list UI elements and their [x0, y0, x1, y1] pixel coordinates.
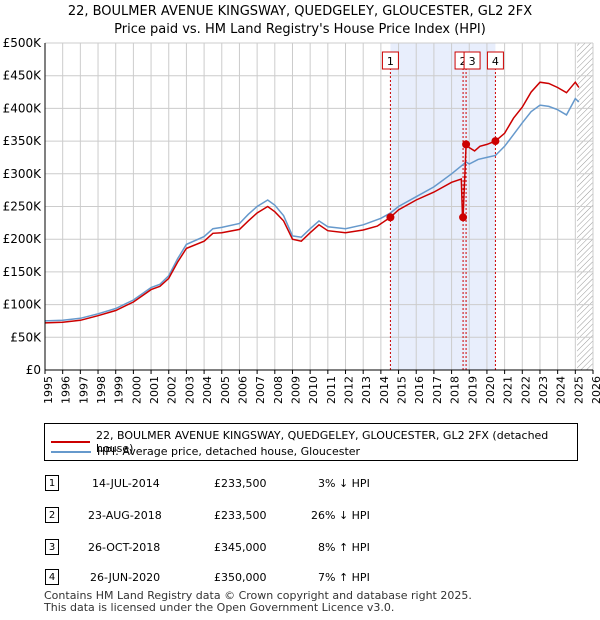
- transaction-date: 26-OCT-2018: [88, 541, 161, 554]
- footer-copyright: Contains HM Land Registry data © Crown c…: [44, 589, 472, 602]
- x-tick-label: 1998: [95, 376, 108, 404]
- transaction-hpi: 3% ↓ HPI: [318, 477, 370, 490]
- property-legend-label: 22, BOULMER AVENUE KINGSWAY, QUEDGELEY, …: [96, 429, 549, 455]
- x-tick-label: 1995: [42, 376, 55, 404]
- x-tick-label: 2015: [396, 376, 409, 404]
- transaction-label-box: [463, 51, 481, 70]
- transaction-date: 23-AUG-2018: [88, 509, 162, 522]
- transaction-label: 1: [387, 55, 394, 68]
- transaction-date: 14-JUL-2014: [92, 477, 160, 490]
- transaction-number: 4: [45, 569, 59, 585]
- x-tick-label: 2019: [466, 376, 479, 404]
- x-tick-label: 2010: [307, 376, 320, 404]
- transaction-marker: [491, 137, 500, 146]
- x-tick-label: 2018: [449, 376, 462, 404]
- x-tick-label: 2002: [166, 376, 179, 404]
- x-tick-label: 2008: [272, 376, 285, 404]
- y-tick-label: £100K: [3, 298, 43, 312]
- transaction-date: 26-JUN-2020: [90, 571, 161, 584]
- transaction-number: 2: [45, 507, 59, 523]
- transaction-row: 1 14-JUL-2014 £233,500 3% ↓ HPI: [0, 474, 600, 494]
- y-tick-label: £200K: [3, 232, 43, 246]
- y-tick-label: £350K: [3, 134, 43, 148]
- transaction-row: 4 26-JUN-2020 £350,000 7% ↑ HPI: [0, 568, 600, 588]
- x-tick-label: 2011: [325, 376, 338, 404]
- transaction-price: £233,500: [214, 509, 267, 522]
- x-tick-label: 2007: [254, 376, 267, 404]
- x-tick-label: 2014: [378, 376, 391, 404]
- transaction-hpi: 8% ↑ HPI: [318, 541, 370, 554]
- transaction-price: £350,000: [214, 571, 267, 584]
- transaction-label: 2: [460, 55, 467, 68]
- x-tick-label: 2025: [572, 376, 585, 404]
- x-tick-label: 2017: [431, 376, 444, 404]
- transaction-number: 1: [45, 475, 59, 491]
- footer-license: This data is licensed under the Open Gov…: [44, 601, 395, 614]
- x-tick-label: 2005: [219, 376, 232, 404]
- x-tick-label: 2023: [537, 376, 550, 404]
- transaction-price: £345,000: [214, 541, 267, 554]
- x-tick-label: 1997: [77, 376, 90, 404]
- transaction-row: 3 26-OCT-2018 £345,000 8% ↑ HPI: [0, 538, 600, 558]
- property-series-line: [44, 80, 580, 324]
- x-tick-label: 2026: [590, 376, 600, 404]
- transaction-row: 2 23-AUG-2018 £233,500 26% ↓ HPI: [0, 506, 600, 526]
- transaction-label: 4: [492, 55, 499, 68]
- hpi-series-line: [44, 97, 580, 322]
- x-tick-label: 1996: [60, 376, 73, 404]
- x-tick-label: 2020: [484, 376, 497, 404]
- hpi-legend-label: HPI: Average price, detached house, Glou…: [97, 445, 361, 458]
- x-tick-label: 2001: [148, 376, 161, 404]
- property-legend-swatch: [51, 441, 90, 443]
- x-tick-label: 2006: [236, 376, 249, 404]
- y-tick-label: £300K: [3, 167, 43, 181]
- x-tick-label: 2016: [413, 376, 426, 404]
- transaction-number: 3: [45, 539, 59, 555]
- y-tick-label: £250K: [3, 200, 43, 214]
- x-tick-label: 2021: [502, 376, 515, 404]
- transaction-label: 3: [469, 55, 476, 68]
- x-tick-label: 2003: [183, 376, 196, 404]
- transaction-label-box: [381, 51, 399, 70]
- footer: Contains HM Land Registry data © Crown c…: [44, 590, 472, 614]
- transaction-marker: [462, 140, 471, 149]
- transaction-label-box: [486, 51, 504, 70]
- chart-legend: 22, BOULMER AVENUE KINGSWAY, QUEDGELEY, …: [44, 423, 578, 461]
- y-tick-label: £0: [26, 363, 41, 377]
- y-tick-label: £450K: [3, 69, 43, 83]
- x-tick-label: 2004: [201, 376, 214, 404]
- x-tick-label: 2022: [519, 376, 532, 404]
- x-tick-label: 2024: [555, 376, 568, 404]
- transaction-hpi: 26% ↓ HPI: [311, 509, 370, 522]
- x-tick-label: 2013: [360, 376, 373, 404]
- transaction-marker: [459, 213, 468, 222]
- x-tick-label: 1999: [113, 376, 126, 404]
- y-tick-label: £50K: [10, 330, 42, 344]
- chart-subtitle: Price paid vs. HM Land Registry's House …: [114, 22, 486, 37]
- x-tick-label: 2000: [130, 376, 143, 404]
- y-tick-label: £150K: [3, 265, 43, 279]
- transaction-price: £233,500: [214, 477, 267, 490]
- x-tick-label: 2012: [343, 376, 356, 404]
- y-tick-label: £500K: [3, 36, 43, 50]
- y-tick-label: £400K: [3, 101, 43, 115]
- chart-title: 22, BOULMER AVENUE KINGSWAY, QUEDGELEY, …: [67, 4, 533, 19]
- hpi-legend-swatch: [51, 450, 91, 453]
- transaction-hpi: 7% ↑ HPI: [318, 571, 370, 584]
- transaction-marker: [386, 213, 395, 222]
- x-tick-label: 2009: [289, 376, 302, 404]
